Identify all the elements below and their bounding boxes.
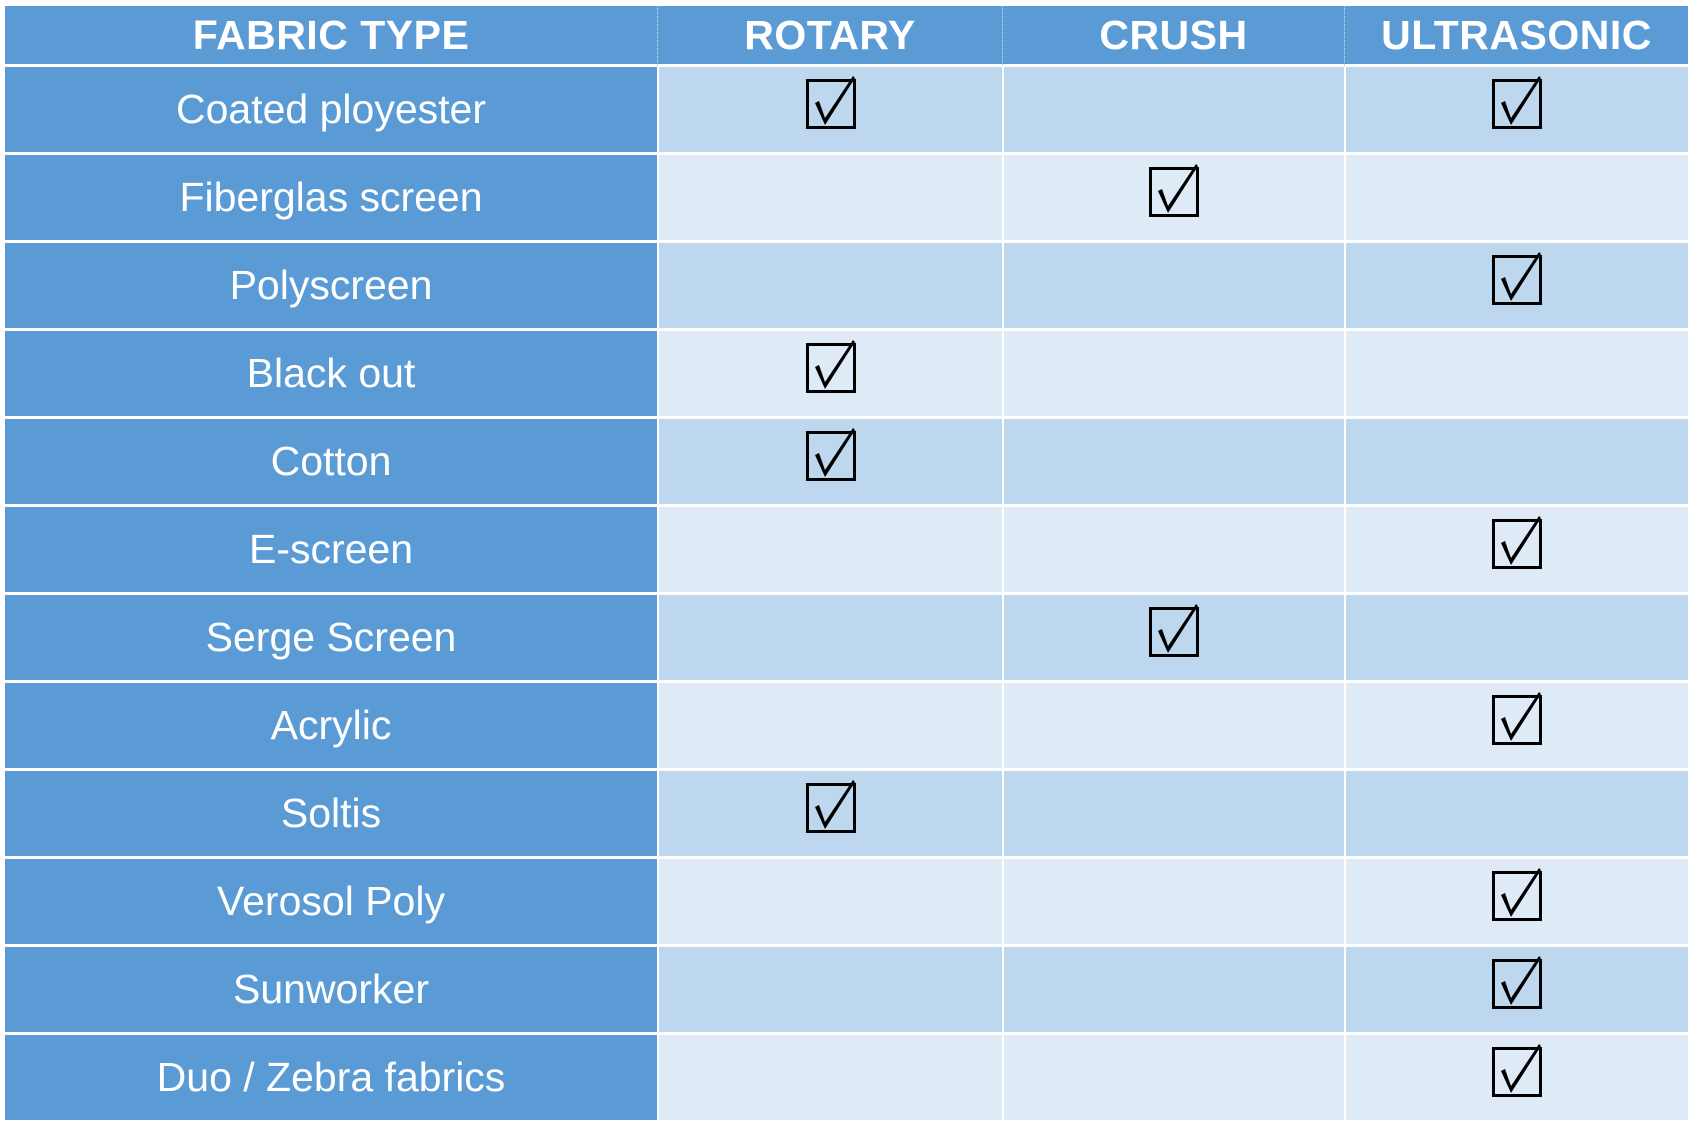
crush-cell — [1002, 67, 1344, 155]
table-body: Coated ployester Fiberglas screen Polyscre… — [5, 67, 1688, 1123]
crush-cell — [1002, 771, 1344, 859]
fabric-name-cell: Duo / Zebra fabrics — [5, 1035, 657, 1123]
checked-box-icon — [1149, 163, 1199, 217]
ultrasonic-cell — [1344, 595, 1688, 683]
table-row: Cotton — [5, 419, 1688, 507]
crush-cell — [1002, 155, 1344, 243]
rotary-cell — [657, 243, 1002, 331]
table-row: Fiberglas screen — [5, 155, 1688, 243]
crush-cell — [1002, 507, 1344, 595]
fabric-compatibility-table: FABRIC TYPE ROTARY CRUSH ULTRASONIC Coat… — [5, 6, 1688, 1123]
crush-cell — [1002, 683, 1344, 771]
crush-cell — [1002, 859, 1344, 947]
table-row: Black out — [5, 331, 1688, 419]
ultrasonic-cell — [1344, 331, 1688, 419]
crush-cell — [1002, 331, 1344, 419]
crush-cell — [1002, 1035, 1344, 1123]
rotary-cell — [657, 947, 1002, 1035]
table-row: Verosol Poly — [5, 859, 1688, 947]
fabric-name-cell: Soltis — [5, 771, 657, 859]
ultrasonic-cell — [1344, 155, 1688, 243]
fabric-name-cell: Serge Screen — [5, 595, 657, 683]
checked-box-icon — [805, 427, 856, 481]
ultrasonic-cell — [1344, 683, 1688, 771]
checked-box-icon — [1492, 1043, 1542, 1097]
checked-box-icon — [1149, 603, 1199, 657]
rotary-cell — [657, 595, 1002, 683]
header-row: FABRIC TYPE ROTARY CRUSH ULTRASONIC — [5, 6, 1688, 67]
rotary-cell — [657, 683, 1002, 771]
fabric-name-cell: Polyscreen — [5, 243, 657, 331]
ultrasonic-cell — [1344, 507, 1688, 595]
table-row: Acrylic — [5, 683, 1688, 771]
crush-cell — [1002, 947, 1344, 1035]
checked-box-icon — [1492, 515, 1542, 569]
rotary-cell — [657, 155, 1002, 243]
fabric-name-cell: Acrylic — [5, 683, 657, 771]
crush-cell — [1002, 243, 1344, 331]
header-fabric-type: FABRIC TYPE — [5, 6, 657, 67]
fabric-name-cell: Coated ployester — [5, 67, 657, 155]
rotary-cell — [657, 507, 1002, 595]
ultrasonic-cell — [1344, 419, 1688, 507]
crush-cell — [1002, 419, 1344, 507]
ultrasonic-cell — [1344, 67, 1688, 155]
checked-box-icon — [805, 75, 856, 129]
checked-box-icon — [1492, 691, 1542, 745]
rotary-cell — [657, 859, 1002, 947]
checked-box-icon — [1492, 75, 1542, 129]
table-row: Serge Screen — [5, 595, 1688, 683]
fabric-name-cell: Fiberglas screen — [5, 155, 657, 243]
checked-box-icon — [1492, 867, 1542, 921]
rotary-cell — [657, 1035, 1002, 1123]
fabric-name-cell: E-screen — [5, 507, 657, 595]
table-row: Polyscreen — [5, 243, 1688, 331]
rotary-cell — [657, 419, 1002, 507]
header-crush: CRUSH — [1002, 6, 1344, 67]
ultrasonic-cell — [1344, 947, 1688, 1035]
table-row: Coated ployester — [5, 67, 1688, 155]
ultrasonic-cell — [1344, 771, 1688, 859]
checked-box-icon — [805, 779, 856, 833]
fabric-name-cell: Cotton — [5, 419, 657, 507]
header-rotary: ROTARY — [657, 6, 1002, 67]
table-row: Duo / Zebra fabrics — [5, 1035, 1688, 1123]
ultrasonic-cell — [1344, 1035, 1688, 1123]
table-row: Soltis — [5, 771, 1688, 859]
checked-box-icon — [1492, 251, 1542, 305]
ultrasonic-cell — [1344, 859, 1688, 947]
table-row: Sunworker — [5, 947, 1688, 1035]
header-ultrasonic: ULTRASONIC — [1344, 6, 1688, 67]
crush-cell — [1002, 595, 1344, 683]
table-row: E-screen — [5, 507, 1688, 595]
fabric-name-cell: Sunworker — [5, 947, 657, 1035]
fabric-name-cell: Verosol Poly — [5, 859, 657, 947]
fabric-name-cell: Black out — [5, 331, 657, 419]
rotary-cell — [657, 67, 1002, 155]
ultrasonic-cell — [1344, 243, 1688, 331]
rotary-cell — [657, 771, 1002, 859]
checked-box-icon — [805, 339, 856, 393]
rotary-cell — [657, 331, 1002, 419]
checked-box-icon — [1492, 955, 1542, 1009]
